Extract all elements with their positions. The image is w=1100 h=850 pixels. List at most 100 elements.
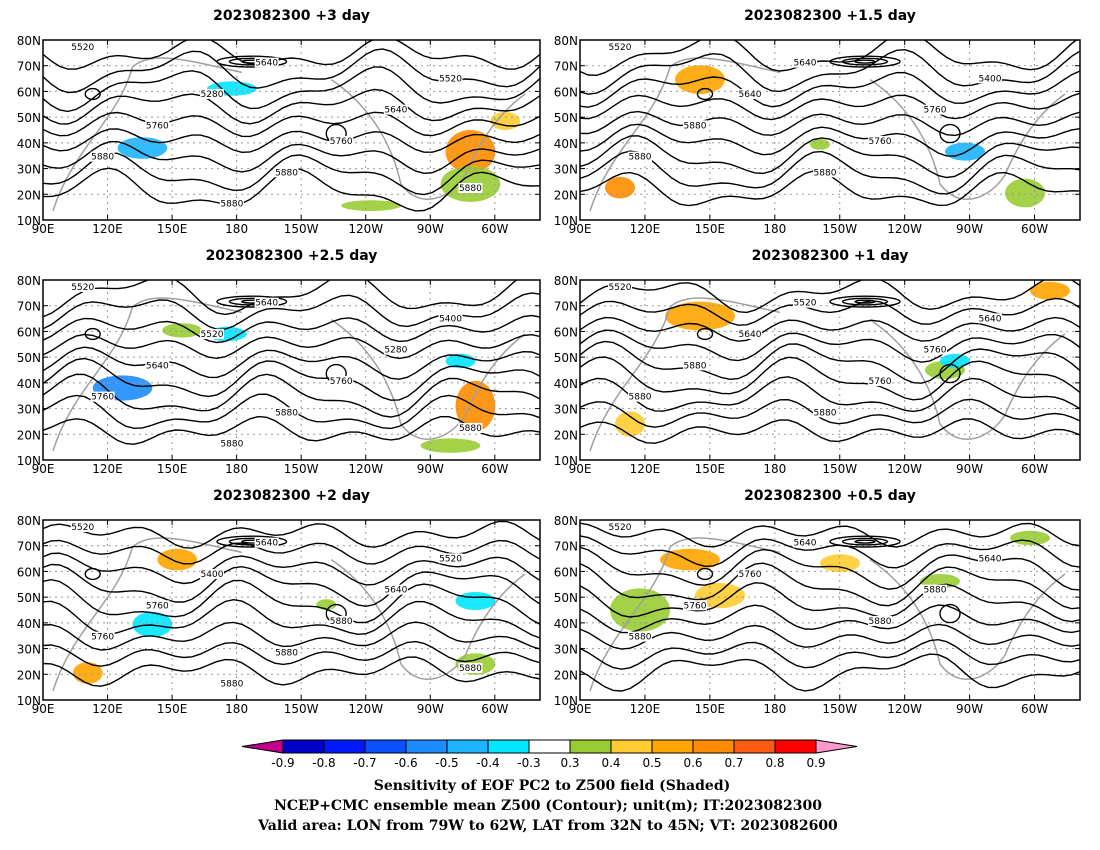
z500-contour <box>43 128 540 154</box>
z500-contour <box>580 329 1080 363</box>
lon-label: 120W <box>348 702 383 716</box>
z500-contour <box>580 40 1078 77</box>
lat-label: 10N <box>554 214 578 228</box>
contour-label: 5880 <box>220 200 243 210</box>
contour-label: 5760 <box>330 137 353 147</box>
lon-label: 90E <box>569 462 592 476</box>
lat-label: 20N <box>17 428 41 442</box>
contour-label-bg <box>254 57 279 68</box>
z500-contour <box>580 582 1080 623</box>
z500-contour <box>580 110 1080 137</box>
z500-contour <box>580 623 1080 650</box>
map-panel-2: 2023082300 +1.5 day552056405400564057605… <box>554 8 1081 236</box>
z500-contour <box>43 66 540 113</box>
contour-label-bg <box>383 104 408 115</box>
panel-title: 2023082300 +2 day <box>213 488 370 504</box>
lon-label: 120E <box>630 462 661 476</box>
map-area: 5520 5640 5400 5520 5280 5640 5760 5760 5880 5880… <box>43 280 540 460</box>
footer-line-2: NCEP+CMC ensemble mean Z500 (Contour); u… <box>274 798 822 814</box>
lon-label: 150E <box>157 462 188 476</box>
map-panel-1: 2023082300 +3 day 5520 5640 5520 5280 5640 576… <box>17 8 541 236</box>
sensitivity-shading <box>1005 178 1045 208</box>
contour-label: 5880 <box>459 664 482 674</box>
contour-label-bg <box>628 391 652 402</box>
contour-label-bg <box>329 375 354 386</box>
colorbar-label: 0.7 <box>724 756 743 770</box>
lon-label: 150W <box>822 222 857 236</box>
contour-label-bg <box>923 104 947 115</box>
lat-label: 10N <box>17 454 41 468</box>
contour-label: 5760 <box>924 346 947 356</box>
z500-contour <box>43 333 540 360</box>
contour-label: 5880 <box>275 648 298 658</box>
contour-label: 5640 <box>794 539 817 549</box>
contour-label-bg <box>199 88 224 99</box>
closed-contour <box>854 59 876 64</box>
sensitivity-shading <box>420 438 481 453</box>
contour-label: 5760 <box>869 377 892 387</box>
colorbar-label: 0.9 <box>806 756 825 770</box>
lon-label: 180 <box>225 222 248 236</box>
contour-label-bg <box>923 584 947 595</box>
contour-label: 5640 <box>979 554 1002 564</box>
contour-label: 5880 <box>684 121 707 131</box>
contour-label: 5760 <box>924 106 947 116</box>
lat-label: 50N <box>17 351 41 365</box>
lon-label: 150E <box>157 702 188 716</box>
contour-label: 5760 <box>91 393 114 403</box>
contour-label-bg <box>608 42 632 52</box>
colorbar-label: 0.3 <box>560 756 579 770</box>
closed-contour <box>84 567 101 581</box>
contour-label-bg <box>683 600 707 611</box>
colorbar-swatch <box>405 739 448 754</box>
z500-contour <box>580 297 1080 326</box>
contour-label-bg <box>868 615 892 626</box>
closed-contour <box>854 299 876 304</box>
contour-label: 5760 <box>330 377 353 387</box>
z500-contour <box>580 92 1080 121</box>
coastline-asia <box>52 297 242 452</box>
contour-label: 5280 <box>384 346 407 356</box>
sensitivity-shading <box>157 548 198 571</box>
lon-label: 60W <box>481 702 508 716</box>
contour-label: 5880 <box>629 633 652 643</box>
colorbar-swatch <box>446 739 489 754</box>
contour-label-bg <box>383 584 408 595</box>
closed-contour <box>696 327 714 341</box>
contour-label-bg <box>458 662 483 673</box>
contour-label-bg <box>978 553 1002 564</box>
z500-contour <box>43 598 540 639</box>
colorbar-label: 0.4 <box>601 756 620 770</box>
contour-label-bg <box>274 167 299 178</box>
lon-label: 90W <box>417 702 444 716</box>
contour-label-bg <box>978 73 1002 84</box>
lon-label: 150W <box>284 462 319 476</box>
z500-contour <box>580 522 1080 548</box>
lon-label: 90W <box>956 702 983 716</box>
closed-contour <box>696 567 714 581</box>
lat-label: 60N <box>17 565 41 579</box>
colorbar-label: -0.4 <box>476 756 499 770</box>
panel-frame <box>42 519 541 701</box>
contour-label: 5760 <box>684 601 707 611</box>
colorbar-label: -0.6 <box>394 756 417 770</box>
lon-label: 150W <box>284 702 319 716</box>
contour-label-bg <box>199 568 224 579</box>
lon-label: 120E <box>92 462 123 476</box>
lon-label: 120W <box>348 462 383 476</box>
map-area: 5520 5640 5520 5400 5640 5760 5880 5760 5880 5880… <box>43 520 540 700</box>
panel-frame <box>579 519 1081 701</box>
contour-label-bg <box>978 313 1002 324</box>
lat-label: 40N <box>554 137 578 151</box>
coastline-north-america <box>869 558 1066 680</box>
lat-label: 70N <box>17 540 41 554</box>
lat-label: 70N <box>554 60 578 74</box>
contour-label-bg <box>254 297 279 308</box>
z500-contour <box>580 150 1080 195</box>
closed-contour <box>841 297 889 306</box>
panel-title: 2023082300 +1.5 day <box>744 8 916 24</box>
contour-label-bg <box>199 328 224 339</box>
z500-contour <box>43 314 540 344</box>
lon-label: 180 <box>763 222 786 236</box>
lat-label: 70N <box>554 300 578 314</box>
